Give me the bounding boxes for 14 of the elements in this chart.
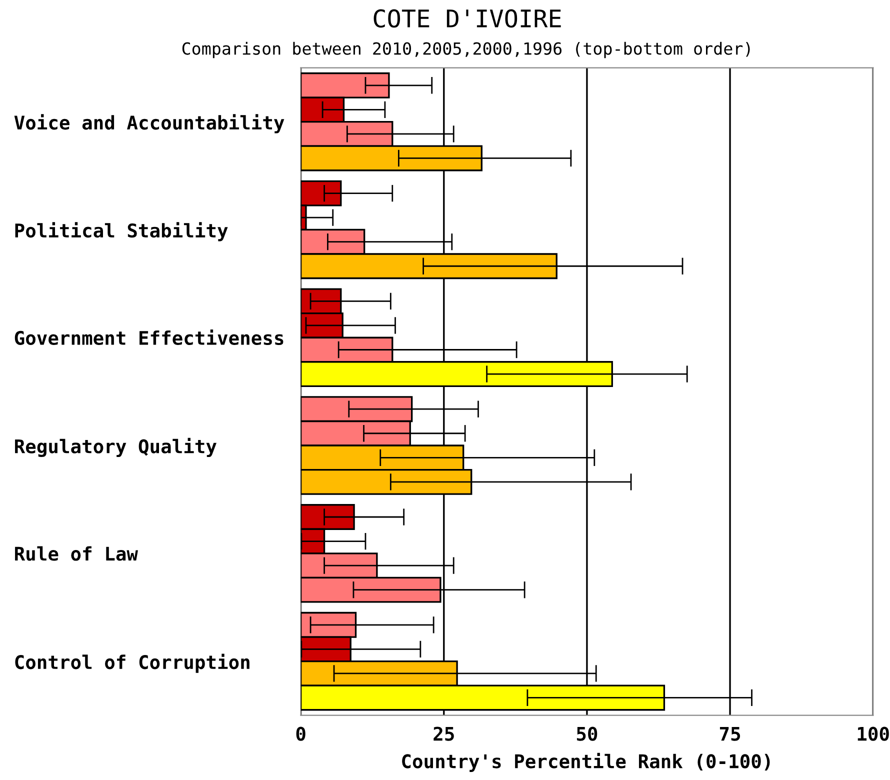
y-tick-label: Control of Corruption [15, 654, 250, 673]
x-tick-label: 25 [434, 726, 454, 741]
x-tick-label: 75 [720, 726, 740, 741]
x-axis-title: Country's Percentile Rank (0-100) [402, 752, 770, 772]
chart-subtitle: Comparison between 2010,2005,2000,1996 (top-bottom order) [182, 42, 750, 58]
x-tick-label: 50 [576, 726, 598, 741]
x-tick-label: 0 [296, 726, 306, 741]
y-tick-label: Voice and Accountability [14, 114, 284, 134]
y-tick-label: Rule of Law [15, 546, 138, 561]
y-tick-label: Government Effectiveness [14, 329, 284, 345]
y-tick-label: Political Stability [15, 222, 228, 242]
x-tick-label: 100 [858, 726, 889, 741]
chart-title: COTE D'IVOIRE [374, 9, 561, 28]
y-tick-label: Regulatory Quality [15, 438, 216, 458]
